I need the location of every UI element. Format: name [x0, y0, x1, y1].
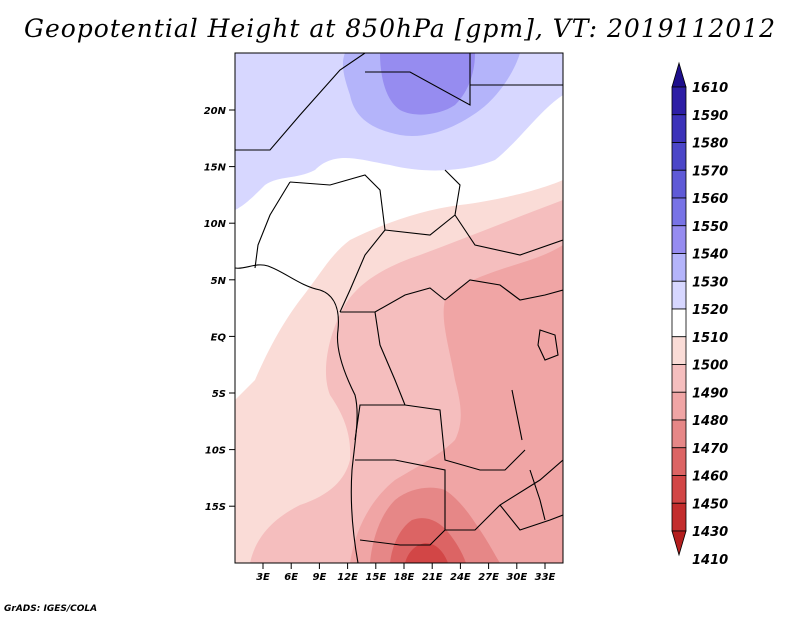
colorbar-box [671, 169, 687, 199]
lon-tick-label: 24E [450, 572, 471, 583]
colorbar-box [671, 308, 687, 338]
coastline [235, 264, 359, 563]
contour-band-1450 [405, 543, 448, 563]
colorbar-label: 1560 [692, 192, 728, 207]
colorbar-box [671, 336, 687, 365]
colorbar-box [671, 447, 687, 476]
map-title: Geopotential Height at 850hPa [gpm], VT:… [23, 14, 777, 43]
colorbar-label: 1580 [692, 137, 728, 152]
lat-tick-label: 20N [204, 106, 227, 117]
colorbar-box [671, 475, 687, 504]
contour-fill-layer [235, 53, 563, 563]
lake-outline [511, 329, 559, 521]
colorbar-label: 1490 [692, 386, 728, 401]
contour-band-1460 [390, 518, 466, 563]
colorbar-label: 1470 [692, 442, 728, 457]
colorbar-bottom-triangle [671, 530, 687, 557]
colorbar-label: 1520 [692, 303, 728, 318]
lon-tick-label: 27E [478, 572, 499, 583]
colorbar-box [671, 86, 687, 116]
lat-tick-label: 5S [212, 389, 226, 400]
colorbar-label: 1450 [692, 497, 728, 512]
colorbar-label: 1480 [692, 414, 728, 429]
colorbar-label: 1510 [692, 331, 728, 346]
lat-tick-label: EQ [211, 332, 227, 343]
colorbar-label: 1430 [692, 525, 728, 540]
colorbar-label: 1500 [692, 359, 728, 374]
contour-band-1480 [350, 245, 563, 563]
colorbar-box [671, 114, 687, 143]
map-frame [234, 52, 564, 564]
lat-tick-label: 15N [204, 163, 227, 174]
colorbar-box [671, 391, 687, 421]
country-border [235, 53, 563, 546]
colorbar-top-triangle [671, 61, 687, 88]
lon-tick-label: 15E [365, 572, 386, 583]
colorbar-box [671, 142, 687, 171]
boundary-layer [235, 53, 563, 563]
colorbar-label: 1410 [692, 553, 728, 568]
lon-tick-label: 6E [284, 572, 298, 583]
colorbar-label: 1590 [692, 109, 728, 124]
colorbar-box [671, 225, 687, 254]
lat-tick-label: 10N [204, 219, 227, 230]
lon-tick-label: 33E [535, 572, 556, 583]
lat-tick-label: 10S [205, 446, 226, 457]
lon-tick-label: 18E [394, 572, 415, 583]
colorbar-label: 1570 [692, 164, 728, 179]
colorbar-box [671, 197, 687, 227]
colorbar-label: 1550 [692, 220, 728, 235]
colorbar-box [671, 419, 687, 449]
lon-tick-label: 21E [422, 572, 443, 583]
colorbar: 1610 1590 1580 1570 1560 1550 1540 1530 1520 1510… [671, 61, 728, 568]
colorbar-box [671, 364, 687, 393]
colorbar-box [671, 502, 687, 532]
lat-tick-label: 5N [211, 276, 227, 287]
lon-tick-label: 30E [506, 572, 527, 583]
colorbar-label: 1530 [692, 275, 728, 290]
colorbar-label: 1610 [692, 81, 728, 96]
lon-tick-label: 12E [337, 572, 358, 583]
grads-credit: GrADS: IGES/COLA [4, 604, 98, 614]
colorbar-label: 1460 [692, 470, 728, 485]
lon-tick-label: 3E [256, 572, 270, 583]
colorbar-label: 1540 [692, 248, 728, 263]
lat-tick-label: 15S [205, 502, 226, 513]
lon-axis: 3E 6E 9E 12E 15E 18E 21E 24E 27E 30E 33E [256, 563, 556, 583]
contour-band-1540 [380, 53, 475, 115]
lon-tick-label: 9E [313, 572, 327, 583]
colorbar-box [671, 280, 687, 310]
colorbar-box [671, 253, 687, 282]
lat-axis: 20N 15N 10N 5N EQ 5S 10S 15S [204, 106, 235, 513]
